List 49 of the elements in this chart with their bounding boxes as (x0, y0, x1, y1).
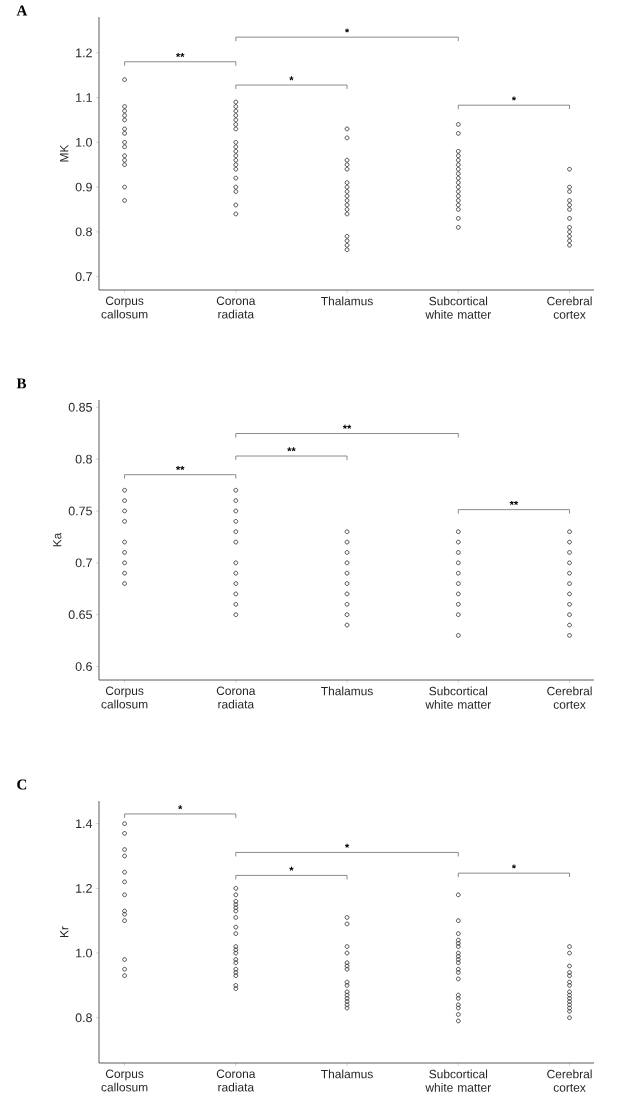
chart-title: A (16, 5, 28, 16)
annotation: ** (342, 424, 352, 429)
x-tick-label: Corpus callosum (101, 1069, 148, 1092)
x-tick-label: Cerebral cortex (547, 296, 592, 319)
x-tick-label: Cerebral cortex (547, 686, 592, 709)
y-tick-label: 0.7 (75, 558, 92, 568)
x-tick-label: Thalamus (321, 686, 373, 696)
y-axis-title: MK (60, 144, 69, 162)
x-tick-label: Corona radiata (216, 1069, 256, 1092)
y-tick-label: 0.8 (75, 454, 92, 464)
x-tick-label: Subcortical white matter (425, 296, 491, 319)
y-tick-label: 1.1 (76, 93, 92, 102)
annotation: * (289, 866, 294, 871)
chart-title: C (17, 779, 27, 790)
y-tick-label: 0.7 (75, 272, 92, 281)
y-tick-label: 0.75 (68, 506, 92, 516)
x-tick-label: Thalamus (321, 296, 373, 306)
y-tick-label: 1.2 (76, 884, 92, 893)
annotation: ** (287, 447, 296, 452)
y-tick-label: 1.0 (76, 948, 92, 958)
y-axis-title: Ka (53, 532, 62, 547)
annotation: ** (175, 53, 185, 58)
annotation: ** (175, 465, 185, 471)
x-tick-label: Corpus callosum (101, 296, 148, 319)
y-tick-label: 1.2 (76, 48, 92, 58)
y-tick-label: 0.9 (75, 182, 92, 192)
x-tick-label: Subcortical white matter (425, 686, 491, 709)
y-tick-label: 1.0 (76, 137, 92, 147)
y-tick-label: 0.65 (68, 610, 92, 620)
y-tick-label: 1.4 (76, 819, 93, 828)
annotation: * (289, 76, 294, 81)
y-tick-label: 0.6 (75, 662, 92, 671)
annotation: * (344, 843, 350, 848)
x-tick-label: Corona radiata (216, 686, 256, 709)
annotation: * (178, 805, 183, 810)
x-tick-label: Subcortical white matter (425, 1069, 491, 1092)
chart-title: B (16, 378, 27, 389)
annotation: * (511, 864, 517, 869)
y-tick-label: 0.8 (75, 1013, 92, 1023)
x-tick-label: Cerebral cortex (547, 1069, 592, 1092)
x-tick-label: Corona radiata (216, 296, 256, 319)
y-tick-label: 0.85 (68, 402, 92, 412)
x-tick-label: Corpus callosum (101, 686, 148, 709)
x-tick-label: Thalamus (321, 1069, 373, 1079)
annotation: ** (509, 500, 519, 505)
annotation: * (511, 96, 517, 101)
annotation: * (344, 28, 350, 33)
y-axis-title: Kr (60, 926, 69, 938)
y-tick-label: 0.8 (75, 227, 92, 237)
